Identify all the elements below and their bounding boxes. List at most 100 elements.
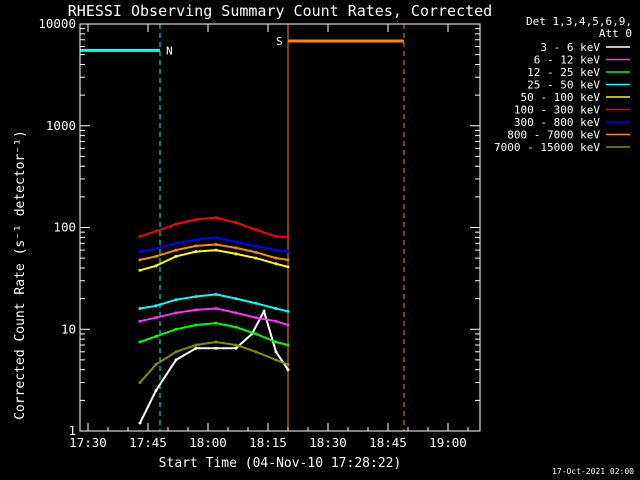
series-point-7-3: [194, 244, 198, 248]
series-point-5-4: [214, 216, 218, 220]
series-point-2-0: [138, 340, 142, 344]
series-point-0-2: [174, 358, 178, 362]
series-point-2-4: [214, 321, 218, 325]
x-tick-label-6: 19:00: [429, 435, 467, 450]
series-point-0-8: [274, 350, 278, 354]
series-point-6-8: [286, 250, 290, 254]
series-point-8-2: [174, 350, 178, 354]
series-point-3-6: [254, 301, 258, 305]
series-point-6-7: [274, 248, 278, 252]
y-axis-label: Corrected Count Rate (s⁻¹ detector⁻¹): [13, 130, 28, 420]
series-line-4: [139, 249, 289, 272]
legend-header-line2: Att 0: [599, 27, 632, 40]
series-point-8-8: [286, 363, 290, 367]
series-point-5-6: [254, 228, 258, 232]
series-point-3-2: [174, 298, 178, 302]
legend-label-3: 25 - 50 keV: [527, 79, 600, 92]
series-point-7-6: [254, 250, 258, 254]
series-point-5-7: [274, 234, 278, 238]
series-point-2-6: [254, 332, 258, 336]
series-point-0-7: [262, 309, 266, 313]
series-point-7-5: [234, 246, 238, 250]
legend-label-5: 100 - 300 keV: [514, 104, 600, 117]
series-point-4-4: [214, 248, 218, 252]
series-point-1-8: [286, 323, 290, 327]
series-point-5-3: [194, 217, 198, 221]
x-tick-label-1: 17:45: [129, 435, 167, 450]
series-point-6-1: [154, 247, 158, 251]
series-point-7-1: [154, 254, 158, 258]
legend-label-7: 800 - 7000 keV: [507, 129, 600, 142]
y-tick-label-4: 10000: [38, 16, 76, 31]
y-tick-label-1: 10: [61, 321, 76, 336]
series-point-7-0: [138, 258, 142, 262]
series-point-8-0: [138, 380, 142, 384]
series-point-8-7: [274, 358, 278, 362]
series-point-6-0: [138, 250, 142, 254]
series-point-7-2: [174, 248, 178, 252]
series-point-4-8: [286, 265, 290, 269]
series-point-3-8: [286, 309, 290, 313]
series-point-3-4: [214, 292, 218, 296]
series-point-4-1: [154, 264, 158, 268]
x-tick-label-5: 18:45: [369, 435, 407, 450]
series-point-3-7: [274, 306, 278, 310]
series-point-2-8: [286, 343, 290, 347]
series-point-4-6: [254, 256, 258, 260]
series-point-0-1: [154, 389, 158, 393]
series-line-5: [139, 216, 289, 239]
series-point-1-7: [274, 319, 278, 323]
series-point-2-7: [274, 340, 278, 344]
series-point-6-2: [174, 241, 178, 245]
x-tick-label-2: 18:00: [189, 435, 227, 450]
series-point-7-8: [286, 258, 290, 262]
series-point-5-0: [138, 234, 142, 238]
axes: 17:30 17:45 18:00 18:15 18:30 18:45 19:00 1 10 10…: [38, 16, 481, 450]
series-point-3-1: [154, 304, 158, 308]
legend-header-line1: Det 1,3,4,5,6,9,: [526, 15, 632, 28]
series-point-0-9: [286, 368, 290, 372]
series-point-8-6: [254, 350, 258, 354]
series-point-8-4: [214, 340, 218, 344]
x-tick-label-4: 18:30: [309, 435, 347, 450]
series-point-3-0: [138, 306, 142, 310]
series-point-8-1: [154, 363, 158, 367]
chart-title: RHESSI Observing Summary Count Rates, Co…: [68, 2, 492, 20]
series-point-3-3: [194, 294, 198, 298]
series-point-1-6: [254, 316, 258, 320]
series-point-2-3: [194, 323, 198, 327]
plot-area: NS: [79, 24, 405, 431]
series-point-5-5: [234, 220, 238, 224]
series-point-6-5: [234, 240, 238, 244]
series-point-8-5: [234, 343, 238, 347]
series-point-6-3: [194, 238, 198, 242]
series-point-1-0: [138, 319, 142, 323]
series-point-8-3: [194, 343, 198, 347]
series-point-0-0: [138, 421, 142, 425]
y-tick-label-0: 1: [68, 423, 76, 438]
series-point-0-5: [234, 346, 238, 350]
series-point-4-2: [174, 254, 178, 258]
x-tick-label-3: 18:15: [249, 435, 287, 450]
footer-date: 17-Oct-2021 02:00: [552, 467, 634, 476]
x-tick-label-0: 17:30: [69, 435, 107, 450]
legend-label-0: 3 - 6 keV: [540, 41, 600, 54]
x-axis-label: Start Time (04-Nov-10 17:28:22): [159, 456, 402, 471]
legend-label-8: 7000 - 15000 keV: [494, 141, 600, 154]
series-point-2-5: [234, 325, 238, 329]
annotation-label-N: N: [166, 44, 173, 57]
series-point-1-2: [174, 311, 178, 315]
series-point-5-8: [286, 235, 290, 239]
series-point-1-4: [214, 306, 218, 310]
y-tick-label-2: 100: [53, 220, 76, 235]
series-point-0-3: [194, 346, 198, 350]
y-tick-label-3: 1000: [46, 118, 76, 133]
series-point-6-6: [254, 244, 258, 248]
legend-label-6: 300 - 800 keV: [514, 116, 600, 129]
series-point-0-4: [214, 346, 218, 350]
series-point-4-3: [194, 250, 198, 254]
series-point-4-7: [274, 262, 278, 266]
series-point-1-5: [234, 311, 238, 315]
